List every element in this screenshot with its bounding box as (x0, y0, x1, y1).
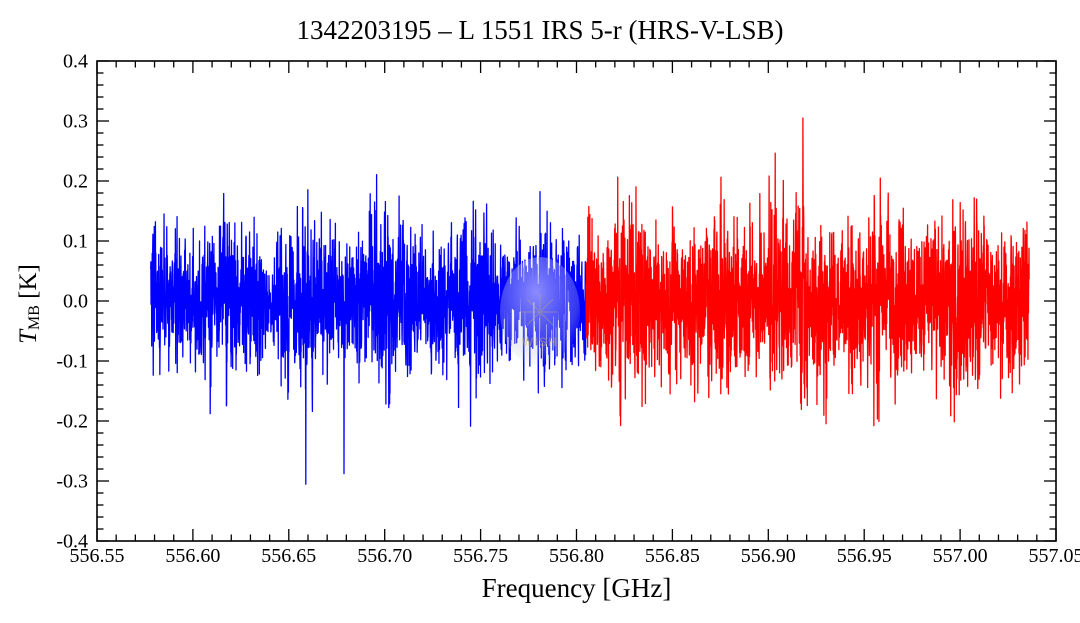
svg-text:-0.3: -0.3 (56, 471, 88, 493)
svg-text:-0.2: -0.2 (56, 411, 88, 433)
svg-text:WISH: WISH (522, 335, 558, 349)
svg-text:556.70: 556.70 (357, 545, 412, 567)
svg-text:0.3: 0.3 (63, 111, 88, 133)
svg-text:557.00: 557.00 (933, 545, 988, 567)
svg-text:0.2: 0.2 (63, 171, 88, 193)
svg-text:0.0: 0.0 (63, 291, 88, 313)
svg-text:557.05: 557.05 (1029, 545, 1080, 567)
svg-text:556.90: 556.90 (741, 545, 796, 567)
svg-text:556.85: 556.85 (645, 545, 700, 567)
svg-text:556.75: 556.75 (453, 545, 508, 567)
svg-text:556.95: 556.95 (837, 545, 892, 567)
svg-text:556.60: 556.60 (165, 545, 220, 567)
svg-text:556.65: 556.65 (261, 545, 316, 567)
svg-text:TMB [K]: TMB [K] (15, 264, 43, 344)
svg-text:556.80: 556.80 (549, 545, 604, 567)
svg-text:0.1: 0.1 (63, 231, 88, 253)
svg-text:Frequency [GHz]: Frequency [GHz] (482, 573, 672, 603)
svg-text:0.4: 0.4 (63, 51, 88, 73)
svg-text:-0.1: -0.1 (56, 351, 88, 373)
svg-text:1342203195 – L 1551 IRS 5-r (H: 1342203195 – L 1551 IRS 5-r (HRS-V-LSB) (296, 15, 783, 45)
svg-text:-0.4: -0.4 (56, 531, 88, 553)
